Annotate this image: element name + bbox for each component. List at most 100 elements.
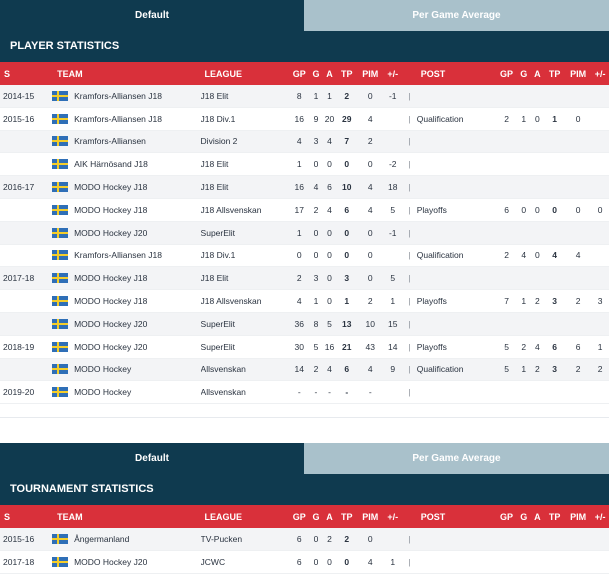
col-post-pim: PIM [565, 62, 592, 85]
league-cell[interactable]: TV-Pucken [200, 528, 290, 551]
season-cell[interactable]: 2015-16 [0, 528, 50, 551]
league-cell[interactable]: Division 2 [200, 130, 290, 154]
team-link[interactable]: MODO Hockey [74, 387, 132, 398]
gp-cell: 8 [289, 85, 310, 108]
league-cell[interactable]: SuperElit [200, 221, 290, 245]
season-cell[interactable]: 2018-19 [0, 335, 50, 359]
post-tp-cell: 1 [544, 107, 566, 131]
team-cell[interactable]: MODO Hockey [49, 358, 201, 382]
gp-cell: 2 [289, 266, 310, 291]
plus-minus-cell: -1 [383, 221, 403, 245]
pim-cell: 0 [357, 528, 384, 551]
post-gp-cell [496, 550, 517, 574]
league-cell[interactable]: J18 Elit [200, 85, 290, 108]
col-separator [402, 62, 417, 85]
team-link[interactable]: MODO Hockey J18 [74, 204, 148, 215]
team-link[interactable]: Ångermanland [74, 533, 130, 544]
team-cell[interactable]: Ångermanland [49, 528, 201, 551]
sweden-flag-icon [52, 204, 69, 215]
team-cell[interactable]: MODO Hockey J20 [49, 221, 201, 245]
season-cell[interactable]: 2017-18 [0, 266, 50, 291]
team-link[interactable]: Kramfors-Alliansen J18 [74, 250, 162, 261]
league-cell[interactable]: Allsvenskan [200, 358, 290, 382]
post-tp-cell [544, 266, 566, 291]
team-link[interactable]: AIK Härnösand J18 [74, 159, 148, 170]
team-link[interactable]: MODO Hockey J20 [74, 341, 148, 352]
team-cell[interactable]: MODO Hockey J18 [49, 175, 201, 199]
col-post-a: A [530, 505, 545, 528]
league-cell[interactable]: Allsvenskan [200, 380, 290, 405]
league-cell[interactable]: J18 Div.1 [200, 244, 290, 268]
team-link[interactable]: MODO Hockey [74, 364, 132, 375]
post-tp-cell: 3 [544, 358, 566, 382]
team-link[interactable]: Kramfors-Alliansen J18 [74, 90, 162, 101]
season-cell[interactable] [0, 289, 50, 313]
team-link[interactable]: MODO Hockey J20 [74, 556, 148, 567]
league-cell[interactable]: SuperElit [200, 312, 290, 336]
season-cell[interactable] [0, 152, 50, 177]
team-link[interactable]: Kramfors-Alliansen [74, 136, 146, 147]
col-pim: PIM [357, 505, 384, 528]
team-cell[interactable]: MODO Hockey [49, 380, 201, 405]
season-cell[interactable]: 2015-16 [0, 107, 50, 131]
g-cell: 3 [309, 266, 323, 291]
col-pim: PIM [357, 62, 384, 85]
team-cell[interactable]: Kramfors-Alliansen J18 [49, 244, 201, 268]
team-link[interactable]: Kramfors-Alliansen J18 [74, 113, 162, 124]
league-cell[interactable]: SuperElit [200, 335, 290, 359]
col-post-plus-minus: +/- [591, 505, 609, 528]
season-cell[interactable]: 2014-15 [0, 85, 50, 108]
a-cell: 1 [322, 85, 337, 108]
season-cell[interactable] [0, 130, 50, 154]
post-cell [416, 175, 497, 199]
team-cell[interactable]: Kramfors-Alliansen J18 [49, 85, 201, 108]
season-cell[interactable] [0, 244, 50, 268]
league-cell[interactable]: J18 Elit [200, 175, 290, 199]
league-cell[interactable]: JCWC [200, 550, 290, 574]
tab-default[interactable]: Default [0, 443, 304, 474]
league-cell[interactable]: J18 Elit [200, 152, 290, 177]
post-cell: Playoffs [416, 198, 497, 222]
season-cell[interactable]: 2017-18 [0, 550, 50, 574]
season-cell[interactable] [0, 358, 50, 382]
league-cell[interactable]: J18 Allsvenskan [200, 198, 290, 222]
col-team: TEAM [49, 62, 201, 85]
col-league: LEAGUE [200, 505, 290, 528]
team-cell[interactable]: Kramfors-Alliansen [49, 130, 201, 154]
post-g-cell: 4 [517, 244, 531, 268]
tp-cell: 13 [336, 312, 358, 336]
team-link[interactable]: MODO Hockey J18 [74, 182, 148, 193]
post-pim-cell [565, 221, 592, 245]
season-cell[interactable]: 2016-17 [0, 175, 50, 199]
season-cell[interactable] [0, 198, 50, 222]
gp-cell: 1 [289, 221, 310, 245]
pim-cell: 0 [357, 221, 384, 245]
stats-view-tabs: Default Per Game Average [0, 0, 609, 31]
team-cell[interactable]: Kramfors-Alliansen J18 [49, 107, 201, 131]
season-cell[interactable] [0, 312, 50, 336]
team-link[interactable]: MODO Hockey J20 [74, 227, 148, 238]
team-cell[interactable]: MODO Hockey J20 [49, 550, 201, 574]
separator-cell: | [402, 175, 417, 199]
team-link[interactable]: MODO Hockey J20 [74, 318, 148, 329]
team-link[interactable]: MODO Hockey J18 [74, 296, 148, 307]
team-cell[interactable]: MODO Hockey J18 [49, 289, 201, 313]
team-cell[interactable]: MODO Hockey J18 [49, 198, 201, 222]
season-cell[interactable]: 2019-20 [0, 380, 50, 405]
team-cell[interactable]: MODO Hockey J18 [49, 266, 201, 291]
team-cell[interactable]: MODO Hockey J20 [49, 335, 201, 359]
tab-per-game-average[interactable]: Per Game Average [304, 0, 609, 31]
team-link[interactable]: MODO Hockey J18 [74, 273, 148, 284]
tournament-stats-body: 2015-16 Ångermanland TV-Pucken 6 0 2 2 0… [0, 528, 609, 574]
tab-per-game-average[interactable]: Per Game Average [304, 443, 609, 474]
post-cell [416, 550, 497, 574]
team-cell[interactable]: MODO Hockey J20 [49, 312, 201, 336]
league-cell[interactable]: J18 Elit [200, 266, 290, 291]
league-cell[interactable]: J18 Allsvenskan [200, 289, 290, 313]
post-g-cell [517, 266, 531, 291]
league-cell[interactable]: J18 Div.1 [200, 107, 290, 131]
post-a-cell [530, 528, 545, 551]
tab-default[interactable]: Default [0, 0, 304, 31]
team-cell[interactable]: AIK Härnösand J18 [49, 152, 201, 177]
season-cell[interactable] [0, 221, 50, 245]
